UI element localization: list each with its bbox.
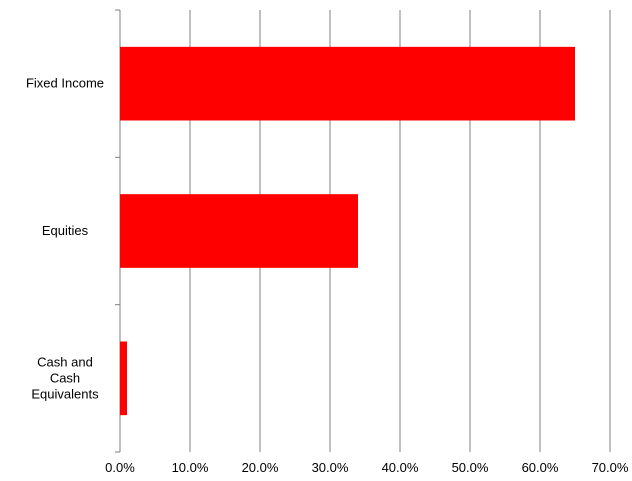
bar-1 [120,194,358,268]
category-label-1: Equities [42,223,89,238]
category-label-2: Cash and Cash Equivalents [31,354,99,401]
bar-0 [120,46,575,121]
x-tick-label-5: 50.0% [452,460,489,475]
category-axis [115,9,121,453]
x-tick-label-7: 70.0% [592,460,629,475]
x-tick-label-3: 30.0% [312,460,349,475]
bar-2 [120,341,127,416]
bars [120,46,575,416]
x-tick-labels: 0.0% 10.0% 20.0% 30.0% 40.0% 50.0% 60.0% 70.0% [105,460,629,475]
x-tick-label-4: 40.0% [382,460,419,475]
category-label-0: Fixed Income [26,76,104,91]
x-tick-label-0: 0.0% [105,460,135,475]
x-tick-label-2: 20.0% [242,460,279,475]
category-labels: Fixed Income Equities Cash and Cash Equivale… [26,76,104,402]
x-tick-label-6: 60.0% [522,460,559,475]
x-tick-label-1: 10.0% [172,460,209,475]
